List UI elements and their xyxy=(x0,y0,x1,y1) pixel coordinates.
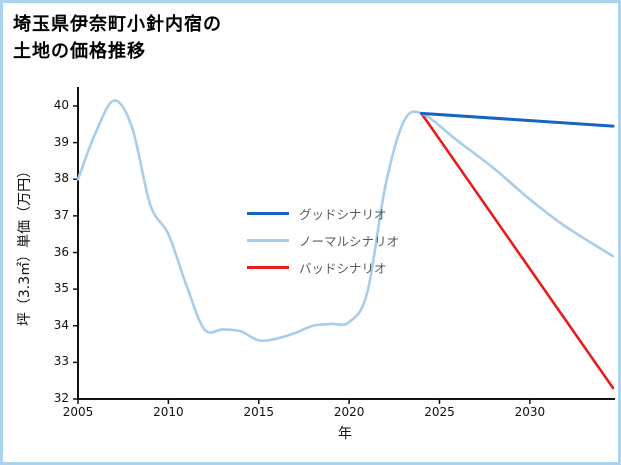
legend-label: グッドシナリオ xyxy=(299,206,387,222)
legend: グッドシナリオ ノーマルシナリオ バッドシナリオ xyxy=(247,204,399,276)
x-tick-label: 2005 xyxy=(62,405,94,419)
y-tick-label: 34 xyxy=(53,317,69,332)
chart-title-line1: 埼玉県伊奈町小針内宿の xyxy=(13,14,222,35)
y-tick-label: 32 xyxy=(53,391,69,405)
y-tick-label: 36 xyxy=(53,244,69,259)
y-axis-label: 坪（3.3㎡）単価（万円） xyxy=(17,163,33,327)
legend-item: ノーマルシナリオ xyxy=(247,231,399,249)
series-line-ノーマルシナリオ xyxy=(76,99,615,343)
legend-swatch xyxy=(247,211,289,215)
y-tick-label: 40 xyxy=(53,98,69,112)
y-tick-label: 33 xyxy=(53,354,69,369)
legend-label: バッドシナリオ xyxy=(299,260,387,276)
y-tick-label: 37 xyxy=(53,207,69,222)
legend-swatch xyxy=(247,265,289,269)
y-tick-label: 39 xyxy=(53,134,69,149)
series-line-バッドシナリオ xyxy=(420,112,615,390)
y-tick-label: 38 xyxy=(53,171,69,186)
legend-label: ノーマルシナリオ xyxy=(299,233,400,249)
x-tick-label: 2015 xyxy=(243,405,274,419)
price-trend-chart xyxy=(73,87,615,404)
x-axis-label: 年 xyxy=(338,426,352,442)
x-tick-label: 2025 xyxy=(424,405,455,419)
x-tick-label: 2030 xyxy=(514,405,546,419)
chart-title: 埼玉県伊奈町小針内宿の 土地の価格推移 xyxy=(13,11,222,65)
legend-item: バッドシナリオ xyxy=(247,258,399,276)
series-line-グッドシナリオ xyxy=(419,111,615,128)
y-tick-label: 35 xyxy=(53,281,69,296)
chart-title-line2: 土地の価格推移 xyxy=(13,41,146,62)
legend-swatch xyxy=(247,238,289,242)
x-tick-label: 2020 xyxy=(333,405,365,419)
legend-item: グッドシナリオ xyxy=(247,204,399,222)
x-tick-label: 2010 xyxy=(153,405,184,419)
